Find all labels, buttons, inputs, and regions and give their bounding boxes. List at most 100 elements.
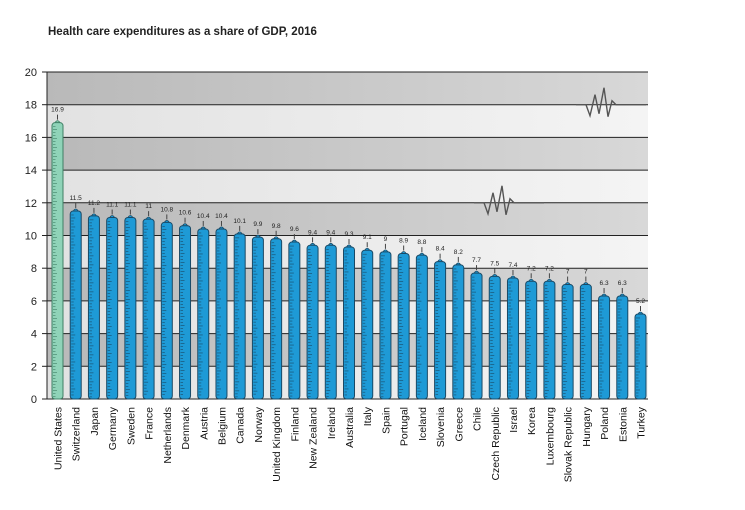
- category-label: Luxembourg: [544, 407, 556, 466]
- syringe-bar-5: [142, 211, 155, 400]
- value-label: 7.4: [508, 262, 517, 269]
- value-label: 7.7: [472, 257, 481, 264]
- syringe-barrel: [306, 244, 319, 400]
- syringe-barrel: [179, 225, 192, 400]
- category-label: United Kingdom: [271, 407, 283, 482]
- category-label: Turkey: [636, 406, 648, 438]
- value-label: 9.4: [308, 229, 317, 236]
- syringe-bar-26: [525, 273, 538, 400]
- category-label: Switzerland: [71, 407, 83, 461]
- value-label: 7.2: [545, 265, 554, 272]
- pulse-line-icon: [576, 87, 646, 119]
- category-label: Iceland: [417, 407, 429, 441]
- syringe-bar-32: [634, 305, 647, 400]
- y-tick-label: 12: [25, 198, 37, 210]
- syringe-barrel: [470, 272, 483, 400]
- syringe-barrel: [598, 295, 611, 400]
- syringe-barrel: [434, 261, 447, 400]
- y-tick-label: 20: [25, 67, 37, 79]
- syringe-barrel: [561, 284, 574, 400]
- value-label: 11: [145, 203, 152, 210]
- syringe-bar-16: [343, 238, 355, 400]
- syringe-barrel: [616, 295, 629, 400]
- syringe-bar-30: [598, 287, 611, 400]
- value-label: 11.1: [124, 202, 137, 209]
- syringe-bar-6: [160, 214, 173, 400]
- syringe-bar-29: [579, 276, 592, 400]
- value-label: 10.1: [233, 218, 246, 225]
- y-tick-label: 6: [31, 296, 37, 308]
- syringe-barrel: [452, 264, 465, 400]
- category-label: Estonia: [617, 407, 629, 442]
- value-label: 8.2: [454, 249, 463, 256]
- value-label: 5.2: [636, 298, 645, 305]
- background-band: [47, 170, 648, 203]
- value-label: 11.5: [70, 195, 83, 202]
- value-label: 6.3: [600, 280, 609, 287]
- category-label: Chile: [472, 407, 484, 431]
- syringe-bar-12: [270, 230, 283, 400]
- value-label: 11.1: [106, 202, 119, 209]
- value-label: 6.3: [618, 280, 627, 287]
- syringe-bar-20: [415, 247, 428, 400]
- heartbeat-pulse-icons: [474, 87, 646, 217]
- syringe-bar-21: [434, 253, 447, 400]
- y-tick-label: 18: [25, 100, 37, 112]
- value-label: 10.6: [179, 210, 192, 217]
- syringe-barrel: [51, 122, 64, 400]
- category-label: Germany: [107, 406, 119, 450]
- value-label: 8.8: [417, 239, 426, 246]
- syringe-bar-18: [379, 243, 392, 400]
- syringe-bar-23: [470, 265, 483, 400]
- value-label: 9.8: [272, 223, 281, 230]
- value-label: 11.2: [88, 200, 101, 207]
- syringe-barrel: [343, 246, 355, 400]
- category-label: France: [144, 407, 156, 440]
- category-label: Greece: [453, 407, 465, 442]
- value-label: 9.3: [344, 231, 353, 238]
- category-label: Ireland: [326, 407, 338, 439]
- category-label: Slovak Republic: [563, 407, 575, 482]
- value-label: 10.4: [215, 213, 228, 220]
- syringe-barrel: [415, 254, 428, 400]
- value-label: 7.2: [527, 265, 536, 272]
- value-label: 10.8: [160, 206, 173, 213]
- syringe-barrel: [579, 284, 592, 400]
- category-label: Italy: [362, 406, 374, 426]
- syringe-bar-19: [397, 245, 410, 400]
- background-band: [47, 137, 648, 171]
- syringe-bar-28: [561, 276, 574, 400]
- category-label: Poland: [599, 407, 611, 440]
- value-label: 9.4: [326, 229, 335, 236]
- y-tick-label: 0: [31, 394, 37, 406]
- y-tick-label: 16: [25, 132, 37, 144]
- syringe-bar-2: [87, 207, 100, 400]
- category-label: Sweden: [125, 407, 137, 445]
- syringe-bar-8: [197, 220, 210, 400]
- syringe-barrel: [160, 221, 173, 400]
- syringe-bar-0: [51, 114, 64, 400]
- syringe-bar-25: [506, 270, 519, 400]
- category-label: Finland: [289, 407, 301, 442]
- value-label: 7: [584, 269, 588, 276]
- chart-title: Health care expenditures as a share of G…: [48, 26, 317, 38]
- value-label: 10.4: [197, 213, 210, 220]
- syringe-bar-10: [233, 225, 246, 400]
- value-label: 7.5: [490, 260, 499, 267]
- background-band: [47, 104, 648, 138]
- syringe-barrel: [488, 275, 501, 400]
- category-label: Japan: [89, 407, 101, 436]
- y-tick-label: 4: [31, 329, 37, 341]
- syringe-barrel: [251, 236, 264, 400]
- value-label: 16.9: [51, 107, 64, 114]
- y-axis: 0 2 4 6 8 10 12 14 16 18 20: [25, 67, 48, 406]
- syringe-bar-31: [616, 287, 629, 400]
- syringe-bar-1: [69, 202, 82, 400]
- syringe-bar-3: [106, 209, 119, 400]
- syringe-barrel: [69, 210, 82, 400]
- y-tick-label: 8: [31, 263, 37, 275]
- value-label: 9.9: [253, 221, 262, 228]
- syringe-bar-17: [361, 242, 374, 400]
- syringe-bar-27: [543, 273, 556, 400]
